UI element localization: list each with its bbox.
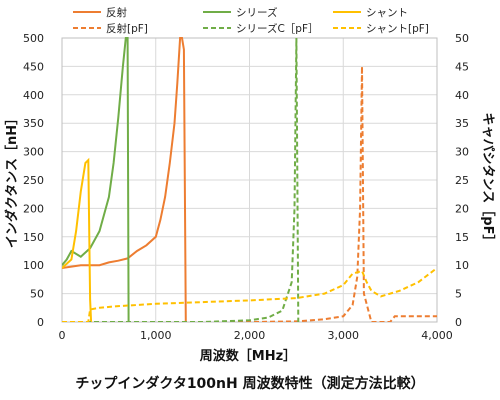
y-left-tick-label: 50 <box>30 288 44 301</box>
x-tick-label: 1,000 <box>140 329 172 342</box>
y-left-tick-label: 150 <box>23 231 44 244</box>
x-axis-ticks: 0 1,000 2,000 3,000 4,000 <box>59 329 453 342</box>
series-line-2 <box>62 157 93 322</box>
y-left-tick-label: 450 <box>23 60 44 73</box>
y-right-tick-label: 30 <box>455 146 469 159</box>
y-left-tick-label: 350 <box>23 117 44 130</box>
chart-title: チップインダクタ100nH 周波数特性（測定方法比較） <box>75 375 424 392</box>
x-tick-label: 3,000 <box>328 329 360 342</box>
series-line-0 <box>62 37 187 322</box>
legend-label: シリーズ <box>236 6 277 19</box>
y-right-tick-label: 45 <box>455 60 469 73</box>
legend-label: シャント[pF] <box>366 23 429 35</box>
y-right-axis-ticks: 0 5 10 15 20 25 30 35 40 45 50 <box>455 32 469 329</box>
y-right-tick-label: 25 <box>455 174 469 187</box>
y-left-tick-label: 300 <box>23 146 44 159</box>
y-left-tick-label: 0 <box>37 316 44 329</box>
legend-label: 反射[pF] <box>106 22 148 35</box>
y-left-tick-label: 200 <box>23 202 44 215</box>
y-right-tick-label: 35 <box>455 117 469 130</box>
legend-label: シリーズC［pF］ <box>236 22 319 35</box>
y-right-axis-label: キャパシタンス［pF］ <box>480 113 496 248</box>
legend-label: 反射 <box>106 6 127 19</box>
x-tick-label: 0 <box>59 329 66 342</box>
y-left-tick-label: 100 <box>23 259 44 272</box>
y-right-tick-label: 40 <box>455 89 469 102</box>
y-left-tick-label: 500 <box>23 32 44 45</box>
series-line-3 <box>62 66 437 322</box>
y-right-tick-label: 50 <box>455 32 469 45</box>
y-right-tick-label: 5 <box>455 288 462 301</box>
series-line-5 <box>62 267 437 322</box>
y-right-tick-label: 10 <box>455 259 469 272</box>
x-axis-label: 周波数［MHz］ <box>200 348 296 364</box>
x-tick-label: 4,000 <box>421 329 453 342</box>
y-right-tick-label: 20 <box>455 202 469 215</box>
y-left-tick-label: 400 <box>23 89 44 102</box>
x-tick-label: 2,000 <box>234 329 266 342</box>
grid-lines <box>61 37 438 323</box>
y-left-axis-label: インダクタンス［nH］ <box>4 112 20 248</box>
y-left-tick-label: 250 <box>23 174 44 187</box>
series-layer <box>62 37 437 322</box>
y-right-tick-label: 15 <box>455 231 469 244</box>
y-left-axis-ticks: 0 50 100 150 200 250 300 350 400 450 500 <box>23 32 44 329</box>
y-right-tick-label: 0 <box>455 316 462 329</box>
legend-label: シャント <box>366 7 408 19</box>
